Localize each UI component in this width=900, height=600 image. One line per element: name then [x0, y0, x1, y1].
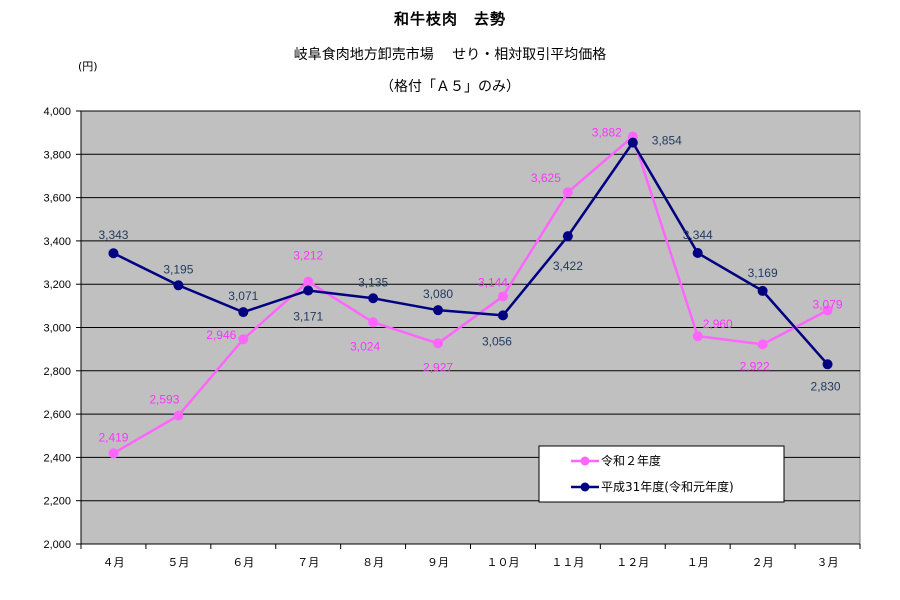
data-point	[692, 248, 703, 259]
data-label: 3,344	[683, 228, 713, 242]
x-tick-label: ９月	[427, 556, 449, 569]
data-label: 3,343	[98, 228, 128, 242]
data-label: 2,960	[703, 317, 733, 331]
data-point	[368, 293, 379, 304]
data-point	[238, 307, 249, 318]
data-point	[108, 248, 119, 259]
data-label: 3,171	[293, 309, 323, 323]
data-point	[497, 291, 508, 302]
data-point	[562, 187, 573, 198]
data-point	[627, 137, 638, 148]
data-label: 2,593	[149, 393, 179, 407]
y-tick-label: 2,800	[43, 366, 71, 378]
chart-subtitle: 岐阜食肉地方卸売市場 せり・相対取引平均価格	[293, 47, 607, 63]
data-point	[757, 339, 768, 350]
chart-title: 和牛枝肉 去勢	[393, 10, 506, 28]
legend-swatch-marker	[580, 456, 590, 466]
data-point	[562, 231, 573, 242]
legend-label: 令和２年度	[601, 453, 661, 468]
y-tick-label: 3,600	[43, 193, 71, 205]
data-point	[108, 448, 119, 459]
x-tick-label: １２月	[616, 556, 649, 569]
y-tick-label: 2,000	[43, 539, 71, 551]
y-tick-label: 3,200	[43, 279, 71, 291]
y-tick-label: 3,000	[43, 323, 71, 335]
data-point	[692, 331, 703, 342]
data-label: 3,422	[553, 259, 583, 273]
data-labels: 2,419 2,593 2,946 3,212 3,024 2,927 3,144 3,625…	[98, 126, 842, 445]
data-point	[822, 359, 833, 370]
data-point	[433, 338, 444, 349]
data-label: 3,135	[358, 275, 388, 289]
x-tick-label: ６月	[232, 556, 254, 569]
y-tick-label: 3,800	[43, 149, 71, 161]
data-label: 3,079	[813, 297, 843, 311]
x-tick-label: ５月	[167, 556, 189, 569]
data-point	[303, 285, 314, 296]
x-tick-label: ４月	[102, 556, 124, 569]
y-tick-label: 4,000	[43, 106, 71, 118]
legend-label: 平成31年度(令和元年度)	[601, 479, 734, 494]
x-tick-label: ３月	[817, 556, 839, 569]
data-label: 3,056	[482, 334, 512, 348]
data-point	[303, 276, 314, 287]
series-line-0	[112, 134, 829, 455]
series-layer	[108, 131, 833, 459]
data-label: 2,922	[740, 359, 770, 373]
legend-swatch-marker	[580, 482, 590, 492]
y-tick-label: 2,600	[43, 409, 71, 421]
x-tick-label: ７月	[297, 556, 319, 569]
data-point	[822, 305, 833, 316]
data-point	[433, 305, 444, 316]
data-label: 3,625	[531, 171, 561, 185]
data-label: 3,212	[293, 249, 323, 263]
data-label: 3,024	[350, 339, 380, 353]
axes: 2,000 2,200 2,400 2,600 2,800 3,000 3,200 3,400…	[43, 106, 861, 569]
y-tick-label: 2,200	[43, 496, 71, 508]
data-label: 2,830	[811, 379, 841, 393]
x-tick-label: １月	[687, 556, 709, 569]
data-label: 2,946	[206, 328, 236, 342]
chart-subtitle-grade: （格付「Ａ５」のみ）	[380, 79, 520, 95]
data-point	[173, 410, 184, 421]
y-axis-unit-label: (円)	[78, 60, 98, 73]
data-label: 3,882	[592, 126, 622, 140]
x-tick-label: ８月	[362, 556, 384, 569]
data-label: 3,071	[228, 289, 258, 303]
y-tick-label: 2,400	[43, 452, 71, 464]
data-point	[368, 317, 379, 328]
y-tick-label: 3,400	[43, 236, 71, 248]
data-label: 3,144	[478, 275, 508, 289]
data-label: 3,195	[163, 262, 193, 276]
x-tick-label: ２月	[752, 556, 774, 569]
data-point	[757, 285, 768, 296]
legend-box	[538, 445, 785, 503]
data-label: 3,169	[748, 266, 778, 280]
data-point	[497, 310, 508, 321]
x-tick-label: １１月	[551, 556, 584, 569]
data-label: 2,419	[98, 430, 128, 444]
data-label: 2,927	[423, 360, 453, 374]
data-point	[173, 280, 184, 291]
data-label: 3,080	[423, 287, 453, 301]
series-line-1	[112, 140, 829, 366]
data-label: 3,854	[652, 134, 682, 148]
data-point	[238, 334, 249, 345]
x-tick-label: １０月	[486, 556, 519, 569]
